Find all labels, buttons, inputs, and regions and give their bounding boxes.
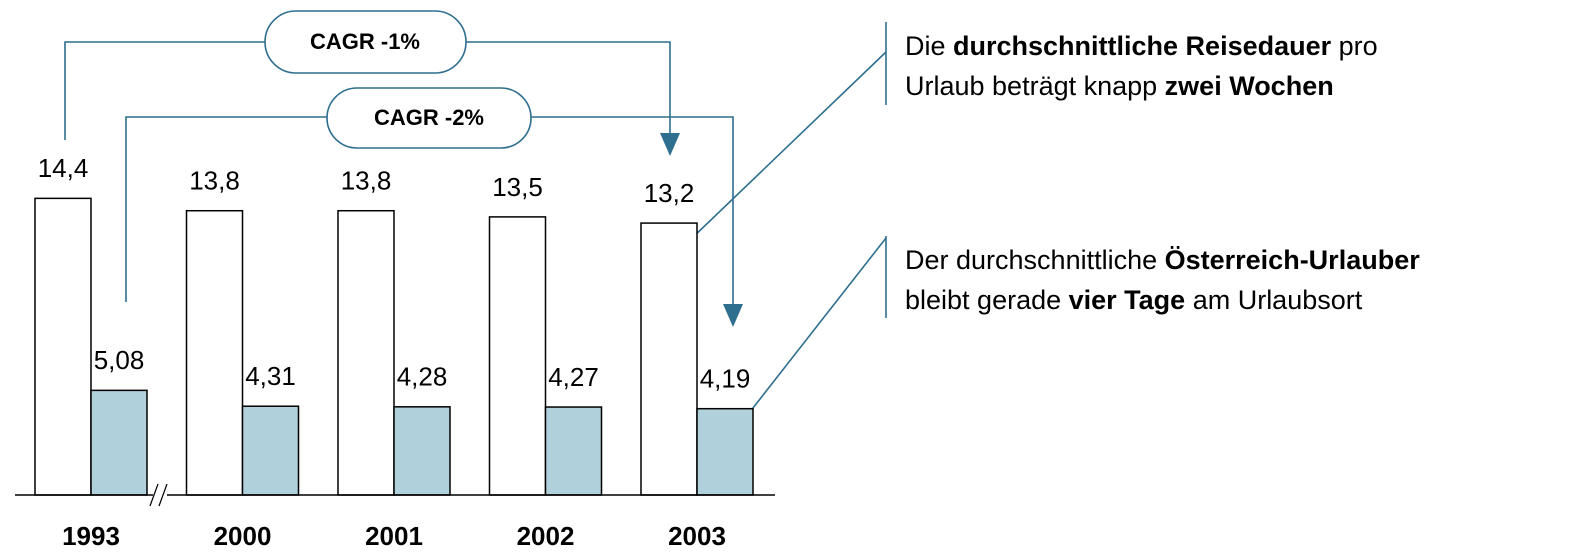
bar bbox=[488, 216, 547, 496]
bar bbox=[185, 209, 244, 496]
bar bbox=[696, 407, 754, 496]
note-text: bleibt gerade bbox=[905, 285, 1069, 315]
bar bbox=[544, 406, 603, 496]
annotation-box bbox=[326, 87, 532, 149]
arrow-head bbox=[723, 304, 743, 327]
x-tick-label: 2003 bbox=[668, 521, 726, 551]
note-text: Österreich-Urlauber bbox=[1165, 245, 1421, 275]
bar bbox=[393, 406, 451, 496]
bar bbox=[90, 389, 148, 496]
note-text: durchschnittliche Reisedauer bbox=[953, 31, 1332, 61]
value-label: 4,31 bbox=[245, 361, 296, 391]
arrow-head bbox=[660, 133, 680, 156]
axis-break bbox=[149, 483, 159, 507]
annotation-box bbox=[264, 10, 467, 74]
plot: 14,4 5,08 1993 13,8 4,31 2000 13,8 4,28 2001 13,5… bbox=[34, 153, 754, 551]
note-text: Der durchschnittliche bbox=[905, 245, 1165, 275]
value-label: 13,2 bbox=[644, 178, 695, 208]
value-label: 13,8 bbox=[189, 166, 240, 196]
value-label: 4,27 bbox=[548, 362, 599, 392]
note-pointer bbox=[741, 237, 887, 423]
bar bbox=[241, 405, 300, 496]
note-line: Die durchschnittliche Reisedauer pro bbox=[905, 31, 1378, 61]
value-label: 4,28 bbox=[397, 362, 448, 392]
note-text: Die bbox=[905, 31, 953, 61]
x-tick-label: 2001 bbox=[365, 521, 423, 551]
annotation: CAGR -2% bbox=[374, 105, 484, 130]
note-text: vier Tage bbox=[1069, 285, 1186, 315]
note-text: am Urlaubsort bbox=[1185, 285, 1363, 315]
bar bbox=[640, 222, 698, 496]
x-tick-label: 1993 bbox=[62, 521, 120, 551]
note-pointer bbox=[689, 51, 887, 241]
value-label: 14,4 bbox=[38, 153, 89, 183]
value-label: 13,8 bbox=[341, 166, 392, 196]
note-line: Der durchschnittliche Österreich-Urlaube… bbox=[905, 245, 1420, 275]
note-text: pro bbox=[1331, 31, 1378, 61]
cagr-connector bbox=[125, 116, 734, 306]
x-tick-label: 2000 bbox=[214, 521, 272, 551]
bar bbox=[34, 197, 92, 496]
annotation: CAGR -1% bbox=[310, 29, 420, 54]
note-text: Urlaub beträgt knapp bbox=[905, 71, 1165, 101]
notes: Die durchschnittliche Reisedauer pro Urla… bbox=[905, 31, 1420, 315]
value-label: 5,08 bbox=[94, 345, 145, 375]
x-tick-label: 2002 bbox=[517, 521, 575, 551]
note-line: Urlaub beträgt knapp zwei Wochen bbox=[905, 71, 1334, 101]
cagr-connector bbox=[64, 41, 671, 140]
note-line: bleibt gerade vier Tage am Urlaubsort bbox=[905, 285, 1363, 315]
value-label: 13,5 bbox=[492, 172, 543, 202]
value-label: 4,19 bbox=[700, 364, 751, 394]
note-text: zwei Wochen bbox=[1165, 71, 1334, 101]
bar bbox=[337, 209, 395, 496]
axis-break bbox=[158, 483, 168, 507]
